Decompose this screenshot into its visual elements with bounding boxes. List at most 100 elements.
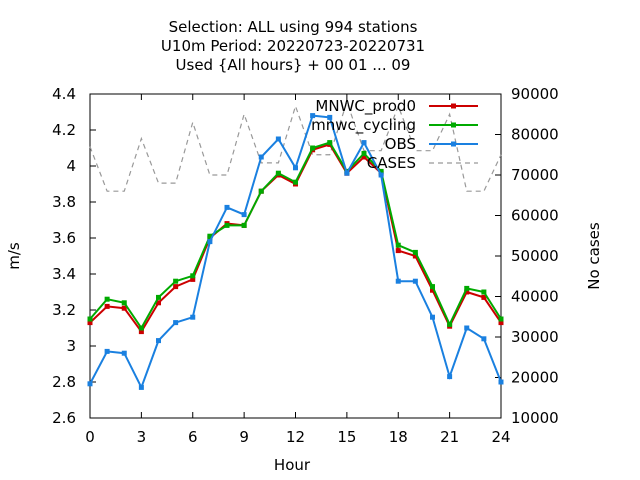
data-point-mnwc-cycling: [310, 145, 316, 151]
data-point-mnwc-prod0: [498, 320, 504, 326]
data-point-obs: [190, 314, 196, 320]
data-point-mnwc-prod0: [156, 300, 161, 306]
data-point-obs: [207, 239, 213, 245]
data-point-mnwc-cycling: [361, 150, 367, 156]
data-point-mnwc-cycling: [121, 300, 127, 306]
data-point-mnwc-cycling: [447, 321, 453, 327]
y-tick-label: 3.4: [52, 265, 76, 283]
data-point-mnwc-prod0: [430, 287, 435, 293]
legend-label-mnwc-cycling: mnwc_cycling: [311, 116, 416, 135]
data-point-obs: [156, 338, 161, 344]
chart-title: Selection: ALL using 994 stations U10m P…: [161, 18, 425, 74]
y-tick-label: 3.8: [52, 193, 76, 211]
legend-marker-mnwc-cycling: [451, 122, 456, 128]
data-point-mnwc-cycling: [481, 289, 487, 295]
data-point-mnwc-prod0: [395, 248, 401, 254]
x-tick-label: 0: [85, 428, 95, 446]
data-point-mnwc-cycling: [498, 316, 504, 322]
x-tick-label: 9: [239, 428, 249, 446]
data-point-mnwc-prod0: [481, 294, 487, 300]
title-line-2: U10m Period: 20220723-20220731: [161, 37, 425, 55]
data-point-mnwc-prod0: [464, 289, 470, 295]
data-point-mnwc-prod0: [87, 320, 93, 326]
series-line-obs: [89, 114, 502, 390]
data-point-obs: [258, 154, 264, 160]
title-line-1: Selection: ALL using 994 stations: [169, 18, 418, 36]
data-point-obs: [293, 165, 298, 171]
data-point-obs: [412, 278, 418, 284]
title-line-3: Used {All hours} + 00 01 ... 09: [176, 56, 411, 74]
legend-label-cases: CASES: [367, 154, 416, 172]
data-point-obs: [395, 278, 401, 284]
data-point-obs: [310, 113, 316, 119]
plot-frame: [89, 93, 502, 419]
data-point-mnwc-prod0: [138, 329, 144, 335]
x-tick-label: 3: [137, 428, 147, 446]
data-point-mnwc-prod0: [173, 284, 179, 290]
legend-marker-obs: [451, 141, 456, 147]
y2-axis-label: No cases: [585, 222, 603, 290]
data-point-mnwc-prod0: [361, 154, 367, 160]
x-tick-label: 15: [337, 428, 356, 446]
y2-tick-label: 30000: [511, 328, 559, 346]
data-point-obs: [498, 379, 504, 385]
data-point-mnwc-cycling: [173, 278, 179, 284]
x-tick-label: 21: [440, 428, 459, 446]
x-tick-label: 12: [286, 428, 305, 446]
y-tick-label: 4.4: [52, 85, 76, 103]
x-tick-label: 24: [491, 428, 510, 446]
y2-tick-label: 20000: [511, 369, 559, 387]
data-point-mnwc-cycling: [138, 325, 144, 331]
data-point-obs: [275, 136, 281, 142]
data-point-obs: [464, 325, 470, 331]
legend-marker-mnwc-prod0: [451, 103, 456, 109]
data-point-mnwc-cycling: [464, 285, 470, 291]
data-point-mnwc-prod0: [104, 303, 110, 309]
y2-tick-label: 90000: [511, 85, 559, 103]
x-tick-label: 18: [389, 428, 408, 446]
data-point-mnwc-cycling: [327, 140, 333, 146]
data-point-obs: [104, 348, 110, 354]
y2-tick-label: 80000: [511, 126, 559, 144]
data-point-obs: [173, 320, 179, 326]
data-point-obs: [138, 384, 144, 390]
y2-tick-label: 10000: [511, 409, 559, 427]
y2-tick-label: 60000: [511, 207, 559, 225]
series-line-cases: [89, 100, 502, 192]
data-point-obs: [224, 204, 230, 210]
y-tick-label: 3: [66, 337, 76, 355]
data-point-mnwc-cycling: [378, 168, 384, 174]
data-point-mnwc-cycling: [87, 316, 93, 322]
y2-tick-label: 50000: [511, 247, 559, 265]
data-point-mnwc-cycling: [156, 294, 161, 300]
data-point-mnwc-cycling: [258, 188, 264, 194]
y-tick-label: 2.8: [52, 373, 76, 391]
data-point-mnwc-cycling: [395, 242, 401, 248]
data-point-mnwc-prod0: [121, 305, 127, 311]
data-point-obs: [87, 381, 93, 387]
data-point-mnwc-cycling: [430, 284, 435, 290]
y-axis-label: m/s: [5, 242, 23, 270]
x-axis-label: Hour: [274, 456, 311, 474]
data-point-mnwc-cycling: [224, 222, 230, 228]
data-point-obs: [121, 350, 127, 356]
y-tick-label: 4: [66, 157, 76, 175]
data-point-mnwc-cycling: [104, 296, 110, 302]
data-point-obs: [241, 212, 247, 218]
data-point-mnwc-prod0: [412, 253, 418, 259]
data-point-mnwc-cycling: [207, 233, 213, 239]
data-point-obs: [361, 140, 367, 146]
y2-tick-label: 40000: [511, 288, 559, 306]
data-point-mnwc-cycling: [412, 249, 418, 255]
data-point-mnwc-cycling: [241, 222, 247, 228]
data-point-obs: [327, 114, 333, 120]
legend-label-obs: OBS: [385, 135, 416, 153]
x-tick-label: 6: [188, 428, 198, 446]
data-point-mnwc-prod0: [190, 276, 196, 282]
data-point-mnwc-cycling: [293, 179, 298, 185]
data-point-obs: [344, 170, 350, 176]
y-tick-label: 4.2: [52, 121, 76, 139]
y-tick-label: 3.6: [52, 229, 76, 247]
